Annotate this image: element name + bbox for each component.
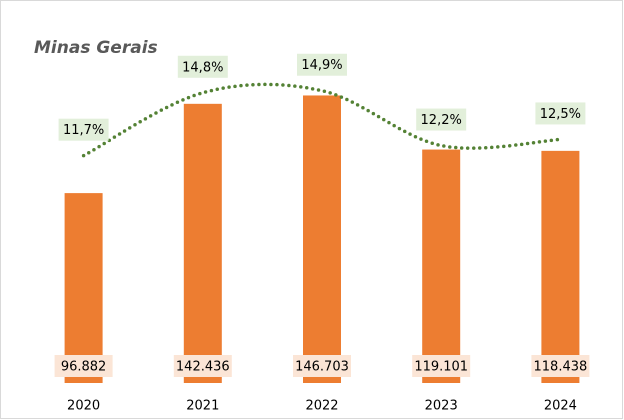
x-tick-label: 2020: [67, 399, 100, 414]
bar-value-label: 119.101: [414, 360, 468, 375]
bar-value-label-box: [412, 355, 471, 377]
bar: [64, 193, 103, 383]
bar-value-label-box: [293, 355, 351, 377]
bar-value-label-box: [173, 355, 232, 377]
bar: [183, 103, 222, 383]
line-value-label: 14,9%: [301, 58, 342, 73]
bar-value-label: 142.436: [176, 360, 230, 375]
trend-line: [81, 82, 563, 158]
bar-value-label: 96.882: [61, 360, 107, 375]
x-tick-label: 2022: [305, 399, 338, 414]
line-value-label-box: [416, 108, 467, 131]
bar-value-label-box: [54, 355, 113, 377]
x-tick-label: 2023: [425, 399, 458, 414]
bar-value-label: 118.438: [534, 360, 588, 375]
line-value-label-box: [58, 118, 109, 141]
bar-value-label: 146.703: [295, 360, 349, 375]
line-value-label-box: [177, 55, 228, 78]
chart-title: Minas Gerais: [34, 38, 158, 58]
bar: [422, 149, 461, 383]
bar: [303, 95, 341, 383]
line-value-label-box: [297, 53, 347, 76]
line-value-label: 12,2%: [421, 113, 462, 128]
line-value-label: 12,5%: [540, 107, 581, 122]
x-tick-label: 2021: [186, 399, 219, 414]
line-value-label: 14,8%: [182, 60, 223, 75]
x-tick-label: 2024: [544, 399, 577, 414]
bar-value-label-box: [531, 355, 590, 377]
line-value-label: 11,7%: [63, 123, 104, 138]
line-value-label-box: [535, 102, 586, 125]
bar: [541, 150, 580, 383]
